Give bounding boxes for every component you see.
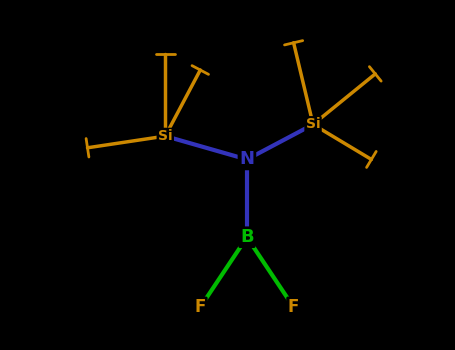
Text: F: F [195,298,206,316]
Text: N: N [239,150,254,168]
Text: F: F [288,298,299,316]
Text: B: B [240,228,254,246]
Text: Si: Si [158,129,172,143]
Text: Si: Si [306,118,320,132]
